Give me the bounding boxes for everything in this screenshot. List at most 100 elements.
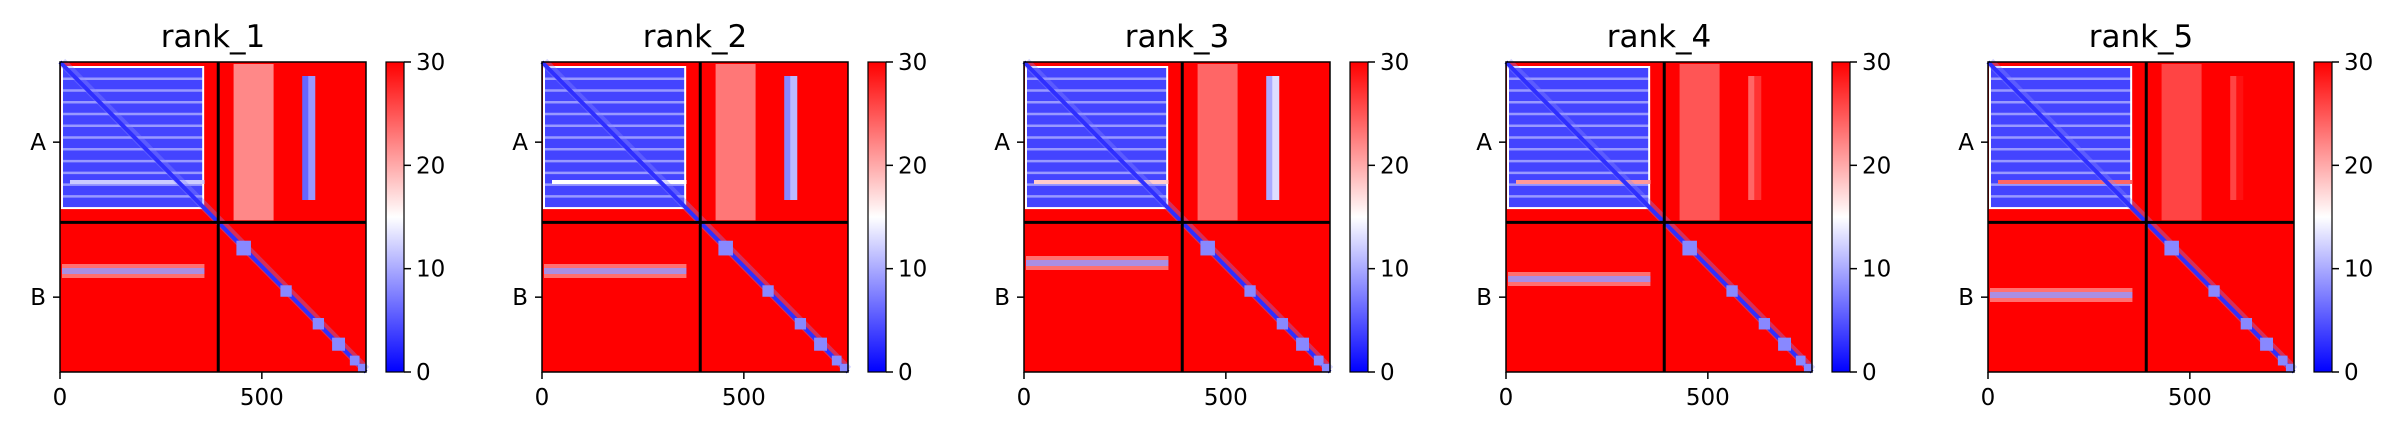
y-tick-label: A bbox=[994, 130, 1010, 156]
colorbar-tick-label: 0 bbox=[1380, 360, 1395, 386]
x-tick-label: 0 bbox=[53, 385, 68, 411]
ab-band bbox=[2236, 76, 2244, 200]
x-tick-label: 0 bbox=[1017, 385, 1032, 411]
colorbar-tick-label: 10 bbox=[898, 257, 927, 283]
colorbar-tick-label: 30 bbox=[898, 50, 927, 76]
ab-band bbox=[1754, 76, 1762, 200]
colorbar: 0 10 20 30 bbox=[1831, 50, 1891, 386]
ab-band-soft bbox=[2161, 64, 2202, 221]
x-tick-label: 500 bbox=[240, 385, 284, 411]
y-tick-label: B bbox=[1476, 285, 1492, 311]
heatmap-cells bbox=[1504, 58, 1816, 374]
ba-upper-streak bbox=[1998, 180, 2133, 184]
domain-blob bbox=[280, 285, 292, 297]
panel-title: rank_1 bbox=[161, 19, 266, 55]
x-tick-label: 0 bbox=[1499, 385, 1514, 411]
ab-band bbox=[784, 76, 792, 200]
panel-title: rank_4 bbox=[1607, 19, 1712, 55]
colorbar-tick-label: 0 bbox=[898, 360, 913, 386]
panel-title: rank_2 bbox=[643, 19, 748, 55]
y-tick-label: A bbox=[30, 130, 46, 156]
domain-blob bbox=[332, 337, 346, 351]
domain-blob bbox=[794, 318, 807, 330]
axes-frame bbox=[59, 61, 367, 373]
colorbar-tick-label: 10 bbox=[1380, 257, 1409, 283]
y-tick-label: B bbox=[1958, 285, 1974, 311]
domain-blob bbox=[1321, 363, 1330, 372]
pae-panel-1: rank_1 0 500 A B 0 10 20 30 bbox=[30, 19, 445, 411]
colorbar-tick-label: 20 bbox=[1862, 153, 1891, 179]
ab-band-soft bbox=[1679, 64, 1720, 221]
ab-band bbox=[308, 76, 316, 200]
domain-blob bbox=[2277, 355, 2288, 366]
ab-band bbox=[302, 76, 310, 200]
domain-blob bbox=[1758, 318, 1771, 330]
domain-blob bbox=[312, 318, 325, 330]
domain-blob bbox=[1778, 337, 1792, 351]
domain-blob bbox=[831, 355, 842, 366]
domain-blob bbox=[1200, 240, 1215, 256]
ba-upper-streak bbox=[1516, 180, 1651, 184]
colorbar-tick-label: 10 bbox=[2344, 257, 2373, 283]
domain-blob bbox=[2285, 363, 2294, 372]
x-tick-label: 500 bbox=[1686, 385, 1730, 411]
domain-blob bbox=[839, 363, 848, 372]
ba-upper-streak bbox=[1034, 180, 1169, 184]
y-tick-label: B bbox=[994, 285, 1010, 311]
heatmap-cells bbox=[1986, 58, 2298, 374]
ba-streak-halo bbox=[1990, 288, 2133, 302]
x-tick-label: 500 bbox=[722, 385, 766, 411]
ab-band-soft bbox=[233, 64, 274, 221]
x-tick-label: 500 bbox=[1204, 385, 1248, 411]
axes-frame bbox=[1505, 61, 1813, 373]
ab-band bbox=[1272, 76, 1280, 200]
ab-band-soft bbox=[1197, 64, 1238, 221]
colorbar: 0 10 20 30 bbox=[867, 50, 927, 386]
domain-blob bbox=[2164, 240, 2179, 256]
colorbar-gradient bbox=[1831, 61, 1851, 373]
domain-blob bbox=[1313, 355, 1324, 366]
colorbar-tick-label: 0 bbox=[2344, 360, 2359, 386]
x-tick-label: 0 bbox=[1981, 385, 1996, 411]
chain-a-outline bbox=[1025, 66, 1169, 210]
pae-panel-4: rank_4 0 500 A B 0 10 20 30 bbox=[1476, 19, 1891, 411]
domain-blob bbox=[2208, 285, 2220, 297]
panel-title: rank_3 bbox=[1125, 19, 1230, 55]
panel-title: rank_5 bbox=[2089, 19, 2194, 55]
colorbar-tick-label: 20 bbox=[2344, 153, 2373, 179]
domain-blob bbox=[762, 285, 774, 297]
chain-a-outline bbox=[1989, 66, 2133, 210]
ab-band bbox=[1748, 76, 1756, 200]
colorbar-gradient bbox=[385, 61, 405, 373]
chain-a-outline bbox=[1507, 66, 1651, 210]
colorbar-tick-label: 0 bbox=[416, 360, 431, 386]
colorbar-tick-label: 20 bbox=[1380, 153, 1409, 179]
domain-blob bbox=[1795, 355, 1806, 366]
x-tick-label: 500 bbox=[2168, 385, 2212, 411]
colorbar-tick-label: 30 bbox=[416, 50, 445, 76]
ab-band bbox=[790, 76, 798, 200]
axes-frame bbox=[541, 61, 849, 373]
colorbar: 0 10 20 30 bbox=[2313, 50, 2373, 386]
colorbar: 0 10 20 30 bbox=[385, 50, 445, 386]
axes-frame bbox=[1987, 61, 2295, 373]
heatmap-cells bbox=[58, 58, 370, 374]
domain-blob bbox=[1803, 363, 1812, 372]
domain-blob bbox=[2240, 318, 2253, 330]
heatmap-cells bbox=[1022, 58, 1334, 374]
colorbar-tick-label: 30 bbox=[1380, 50, 1409, 76]
colorbar-tick-label: 20 bbox=[416, 153, 445, 179]
colorbar-tick-label: 30 bbox=[2344, 50, 2373, 76]
y-tick-label: B bbox=[30, 285, 46, 311]
domain-blob bbox=[1682, 240, 1697, 256]
axes-frame bbox=[1023, 61, 1331, 373]
ba-streak-halo bbox=[544, 264, 687, 278]
ab-band-soft bbox=[715, 64, 756, 221]
pae-panel-2: rank_2 0 500 A B 0 10 20 30 bbox=[512, 19, 927, 411]
colorbar-tick-label: 20 bbox=[898, 153, 927, 179]
colorbar-gradient bbox=[2313, 61, 2333, 373]
colorbar: 0 10 20 30 bbox=[1349, 50, 1409, 386]
colorbar-tick-label: 30 bbox=[1862, 50, 1891, 76]
chain-a-outline bbox=[543, 66, 687, 210]
